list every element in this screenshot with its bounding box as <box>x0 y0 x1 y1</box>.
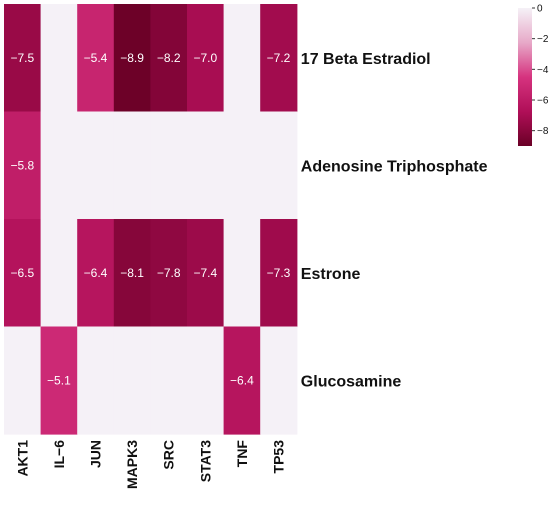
heatmap-cell <box>40 326 78 435</box>
heatmap-cell <box>77 219 115 328</box>
heatmap-cell-labels: −7.5 −5.4 −8.9 −8.2 −7.0 −7.2 −5.8 −6.5 −6.4 −8.1… <box>10 51 290 388</box>
colorbar-gradient <box>518 8 532 146</box>
heatmap-cell-value: −6.4 <box>230 374 254 388</box>
column-label: STAT3 <box>197 440 213 482</box>
column-label: TNF <box>234 440 250 468</box>
heatmap-cell <box>4 111 42 220</box>
heatmap-cell <box>223 326 261 435</box>
heatmap-cell <box>113 4 151 113</box>
heatmap-cell <box>223 111 261 220</box>
heatmap-cell <box>113 111 151 220</box>
heatmap-cell-value: −8.1 <box>120 266 144 280</box>
heatmap-cell-value: −7.5 <box>10 51 34 65</box>
colorbar-tick-label: −6 <box>537 96 549 107</box>
heatmap-cell <box>187 326 225 435</box>
heatmap-cell-value: −6.4 <box>84 266 108 280</box>
column-label: JUN <box>88 440 104 468</box>
heatmap-cell <box>4 219 42 328</box>
heatmap-cell-value: −7.2 <box>267 51 291 65</box>
column-label: SRC <box>161 440 177 470</box>
heatmap-cell <box>150 111 188 220</box>
colorbar: 0 −2 −4 −6 −8 <box>518 4 549 146</box>
column-label: AKT1 <box>14 440 30 477</box>
heatmap-cell <box>40 4 78 113</box>
heatmap-cell <box>260 4 298 113</box>
heatmap-cell <box>77 4 115 113</box>
colorbar-tick-label: −4 <box>537 65 549 76</box>
heatmap-cell <box>113 326 151 435</box>
heatmap-cell-value: −7.0 <box>193 51 217 65</box>
heatmap-cell <box>77 326 115 435</box>
heatmap-cell <box>150 219 188 328</box>
heatmap-cell <box>260 219 298 328</box>
heatmap-cell-value: −7.3 <box>267 266 291 280</box>
heatmap-cell <box>150 326 188 435</box>
heatmap-cell <box>260 111 298 220</box>
row-label: 17 Beta Estradiol <box>301 51 431 68</box>
heatmap-cell <box>4 4 42 113</box>
heatmap-cell <box>187 111 225 220</box>
heatmap-cell <box>4 326 42 435</box>
heatmap-cell <box>260 326 298 435</box>
row-labels: 17 Beta Estradiol Adenosine Triphosphate E… <box>301 51 488 391</box>
heatmap-cell <box>77 111 115 220</box>
column-labels: AKT1 IL−6 JUN MAPK3 SRC STAT3 TNF TP53 <box>14 440 286 489</box>
heatmap-cells <box>4 4 298 435</box>
colorbar-tick-label: −8 <box>537 126 549 137</box>
column-label: IL−6 <box>51 440 67 469</box>
colorbar-tick-label: 0 <box>537 4 543 15</box>
heatmap-cell <box>113 219 151 328</box>
heatmap-cell <box>187 219 225 328</box>
row-label: Glucosamine <box>301 373 402 390</box>
heatmap-cell <box>223 219 261 328</box>
column-label: TP53 <box>271 440 287 474</box>
heatmap-cell-value: −6.5 <box>10 266 34 280</box>
heatmap-cell <box>187 4 225 113</box>
heatmap-cell-value: −8.2 <box>157 51 181 65</box>
heatmap-cell-value: −7.8 <box>157 266 181 280</box>
heatmap-cell <box>40 111 78 220</box>
heatmap-cell-value: −5.8 <box>10 159 34 173</box>
heatmap-cell-value: −5.1 <box>47 374 71 388</box>
heatmap-cell-value: −7.4 <box>193 266 217 280</box>
row-label: Estrone <box>301 266 361 283</box>
heatmap-cell-value: −5.4 <box>84 51 108 65</box>
heatmap-cell <box>40 219 78 328</box>
colorbar-ticks: 0 −2 −4 −6 −8 <box>532 4 549 137</box>
colorbar-tick-label: −2 <box>537 34 549 45</box>
column-label: MAPK3 <box>124 440 140 489</box>
heatmap-cell <box>223 4 261 113</box>
heatmap-cell <box>150 4 188 113</box>
heatmap-cell-value: −8.9 <box>120 51 144 65</box>
row-label: Adenosine Triphosphate <box>301 158 488 175</box>
